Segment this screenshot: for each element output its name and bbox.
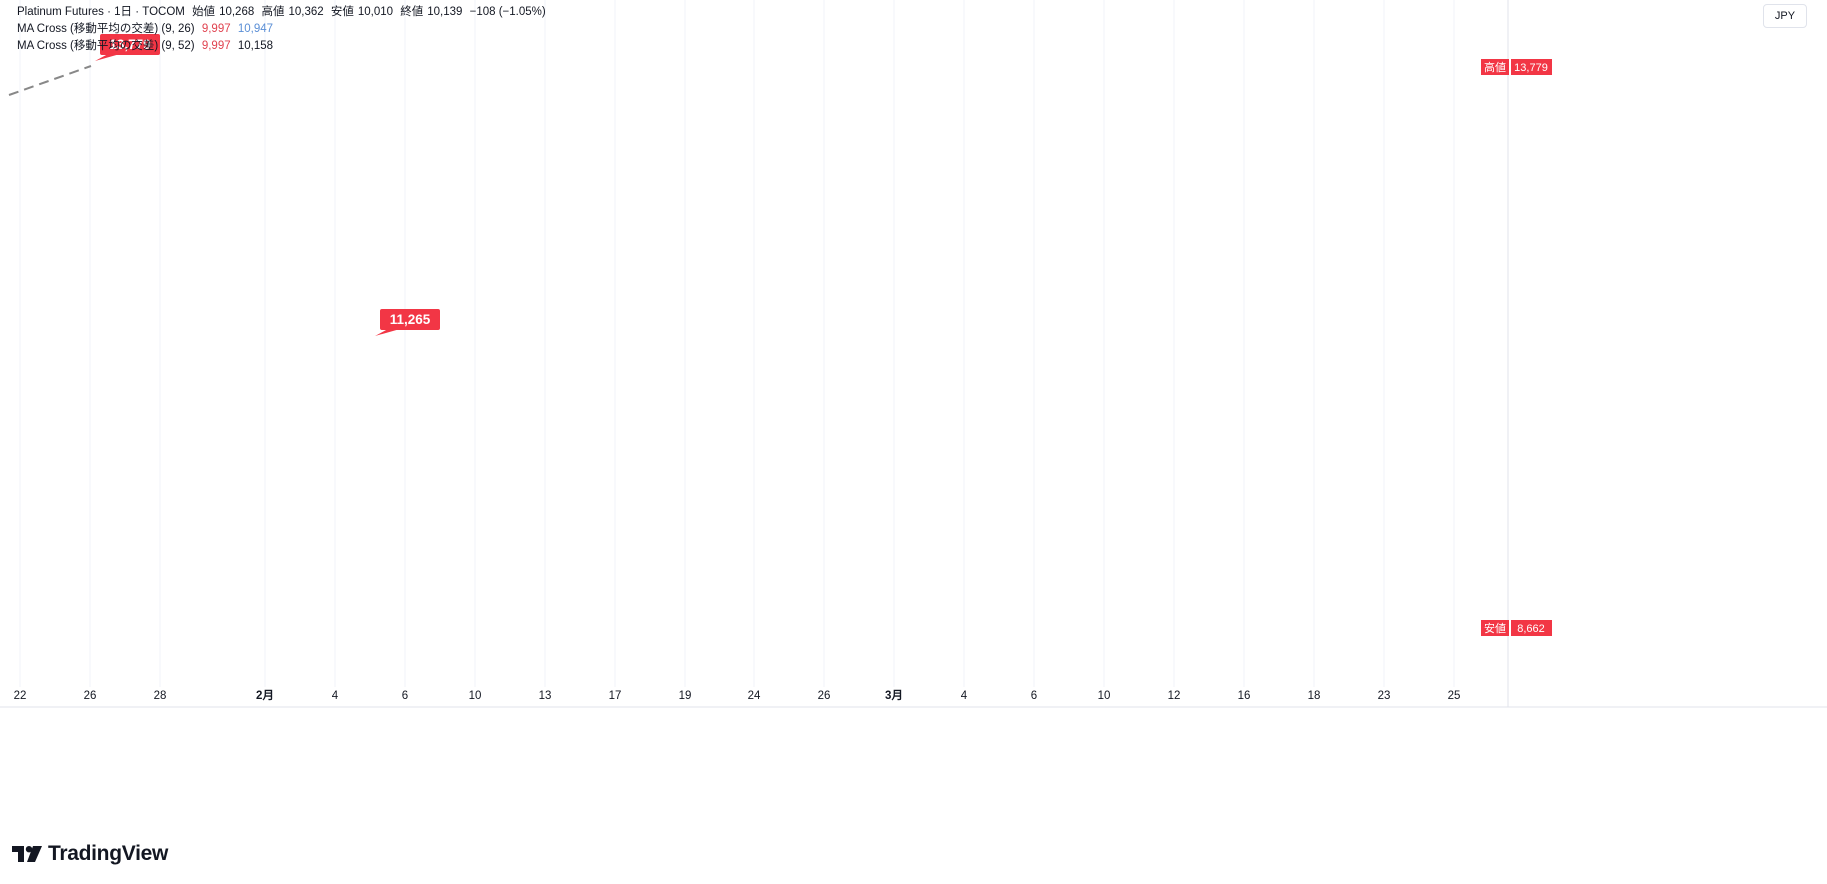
callout-box <box>100 34 160 55</box>
axis-badge-value: 8,662 <box>1517 623 1545 635</box>
time-tick-label: 10 <box>469 690 482 702</box>
time-tick-label: 28 <box>154 690 167 702</box>
high-label: 高値 <box>261 6 285 18</box>
callout-label: 11,265 <box>390 312 431 327</box>
close-label: 終値 <box>400 6 424 18</box>
change-value: −108 (−1.05%) <box>469 6 546 18</box>
open-value: 10,268 <box>219 6 255 18</box>
time-tick-label: 10 <box>1098 690 1111 702</box>
high-value: 10,362 <box>288 6 324 18</box>
time-tick-label: 16 <box>1238 690 1251 702</box>
time-tick-label: 6 <box>1031 690 1037 702</box>
low-price-badge: 安値 8,662 <box>1481 620 1552 636</box>
time-tick-label: 25 <box>1448 690 1461 702</box>
high-callout: 13,779 <box>95 34 160 61</box>
time-tick-label: 13 <box>539 690 552 702</box>
grid <box>0 0 1827 708</box>
legend-ma-cross-2[interactable]: MA Cross (移動平均の交差) (9, 52) 9,997 10,158 <box>17 39 277 53</box>
legend-symbol[interactable]: Platinum Futures · 1日 · TOCOM 始値 10,268 高… <box>17 5 550 19</box>
axis-badge-value-bg <box>1511 620 1552 636</box>
low-value: 10,010 <box>357 6 394 18</box>
close-value: 10,139 <box>427 6 463 18</box>
axis-badge-tag: 安値 <box>1484 621 1506 635</box>
time-tick-label: 3月 <box>885 689 903 702</box>
callout-pointer <box>95 54 120 61</box>
time-tick-label: 4 <box>332 690 339 702</box>
axis-badge-tag: 高値 <box>1484 60 1506 74</box>
ma-cross-1-name: MA Cross (移動平均の交差) (9, 26) <box>17 23 195 35</box>
low-label: 安値 <box>330 6 354 18</box>
time-tick-label: 17 <box>609 690 622 702</box>
legend-ma-cross-1[interactable]: MA Cross (移動平均の交差) (9, 26) 9,997 10,947 <box>17 22 277 36</box>
annotations: 13,77911,265高値13,779安値8,66210,13902:02:1… <box>95 34 1552 636</box>
time-tick-label: 12 <box>1168 690 1181 702</box>
fib-retracement <box>8 65 92 96</box>
axis-badge-value: 13,779 <box>1514 62 1548 74</box>
time-tick-label: 6 <box>402 690 408 702</box>
time-tick-label: 4 <box>961 690 968 702</box>
time-tick-label: 2月 <box>256 689 274 702</box>
ma-cross-1-slow: 10,947 <box>237 23 274 35</box>
ma-cross-1-fast: 9,997 <box>201 23 231 35</box>
callout-label: 13,779 <box>109 37 150 52</box>
ma-cross-2-name: MA Cross (移動平均の交差) (9, 52) <box>17 40 195 52</box>
axis-badge-value-bg <box>1511 59 1552 75</box>
high-price-badge: 高値 13,779 <box>1481 59 1552 75</box>
callout-pointer <box>375 329 400 336</box>
open-label: 始値 <box>192 6 216 18</box>
fib-trend-line <box>8 65 92 96</box>
ma-cross-2-fast: 9,997 <box>201 40 231 52</box>
time-tick-label: 18 <box>1308 690 1321 702</box>
time-tick-label: 22 <box>14 690 27 702</box>
swing-callout: 11,265 <box>375 309 440 336</box>
time-tick-label: 23 <box>1378 690 1391 702</box>
time-tick-label: 19 <box>679 690 692 702</box>
symbol-name: Platinum Futures · 1日 · TOCOM <box>17 6 185 18</box>
brand-name: TradingView <box>48 842 169 865</box>
ma-cross-2-slow: 10,158 <box>237 40 274 52</box>
time-tick-label: 24 <box>748 690 761 702</box>
time-axis[interactable]: 22 26 28 2月 4 6 10 13 17 19 24 26 3月 4 6 10 12 16 18 23 25 <box>14 689 1461 702</box>
time-tick-label: 26 <box>818 690 831 702</box>
time-tick-label: 26 <box>84 690 97 702</box>
callout-box <box>380 309 440 330</box>
tradingview-logo[interactable]: TradingView <box>12 842 168 866</box>
currency-button[interactable]: JPY <box>1763 4 1807 28</box>
tradingview-logo-icon <box>12 846 42 862</box>
axis-badge-tag-bg <box>1481 620 1509 636</box>
axis-badge-tag-bg <box>1481 59 1509 75</box>
